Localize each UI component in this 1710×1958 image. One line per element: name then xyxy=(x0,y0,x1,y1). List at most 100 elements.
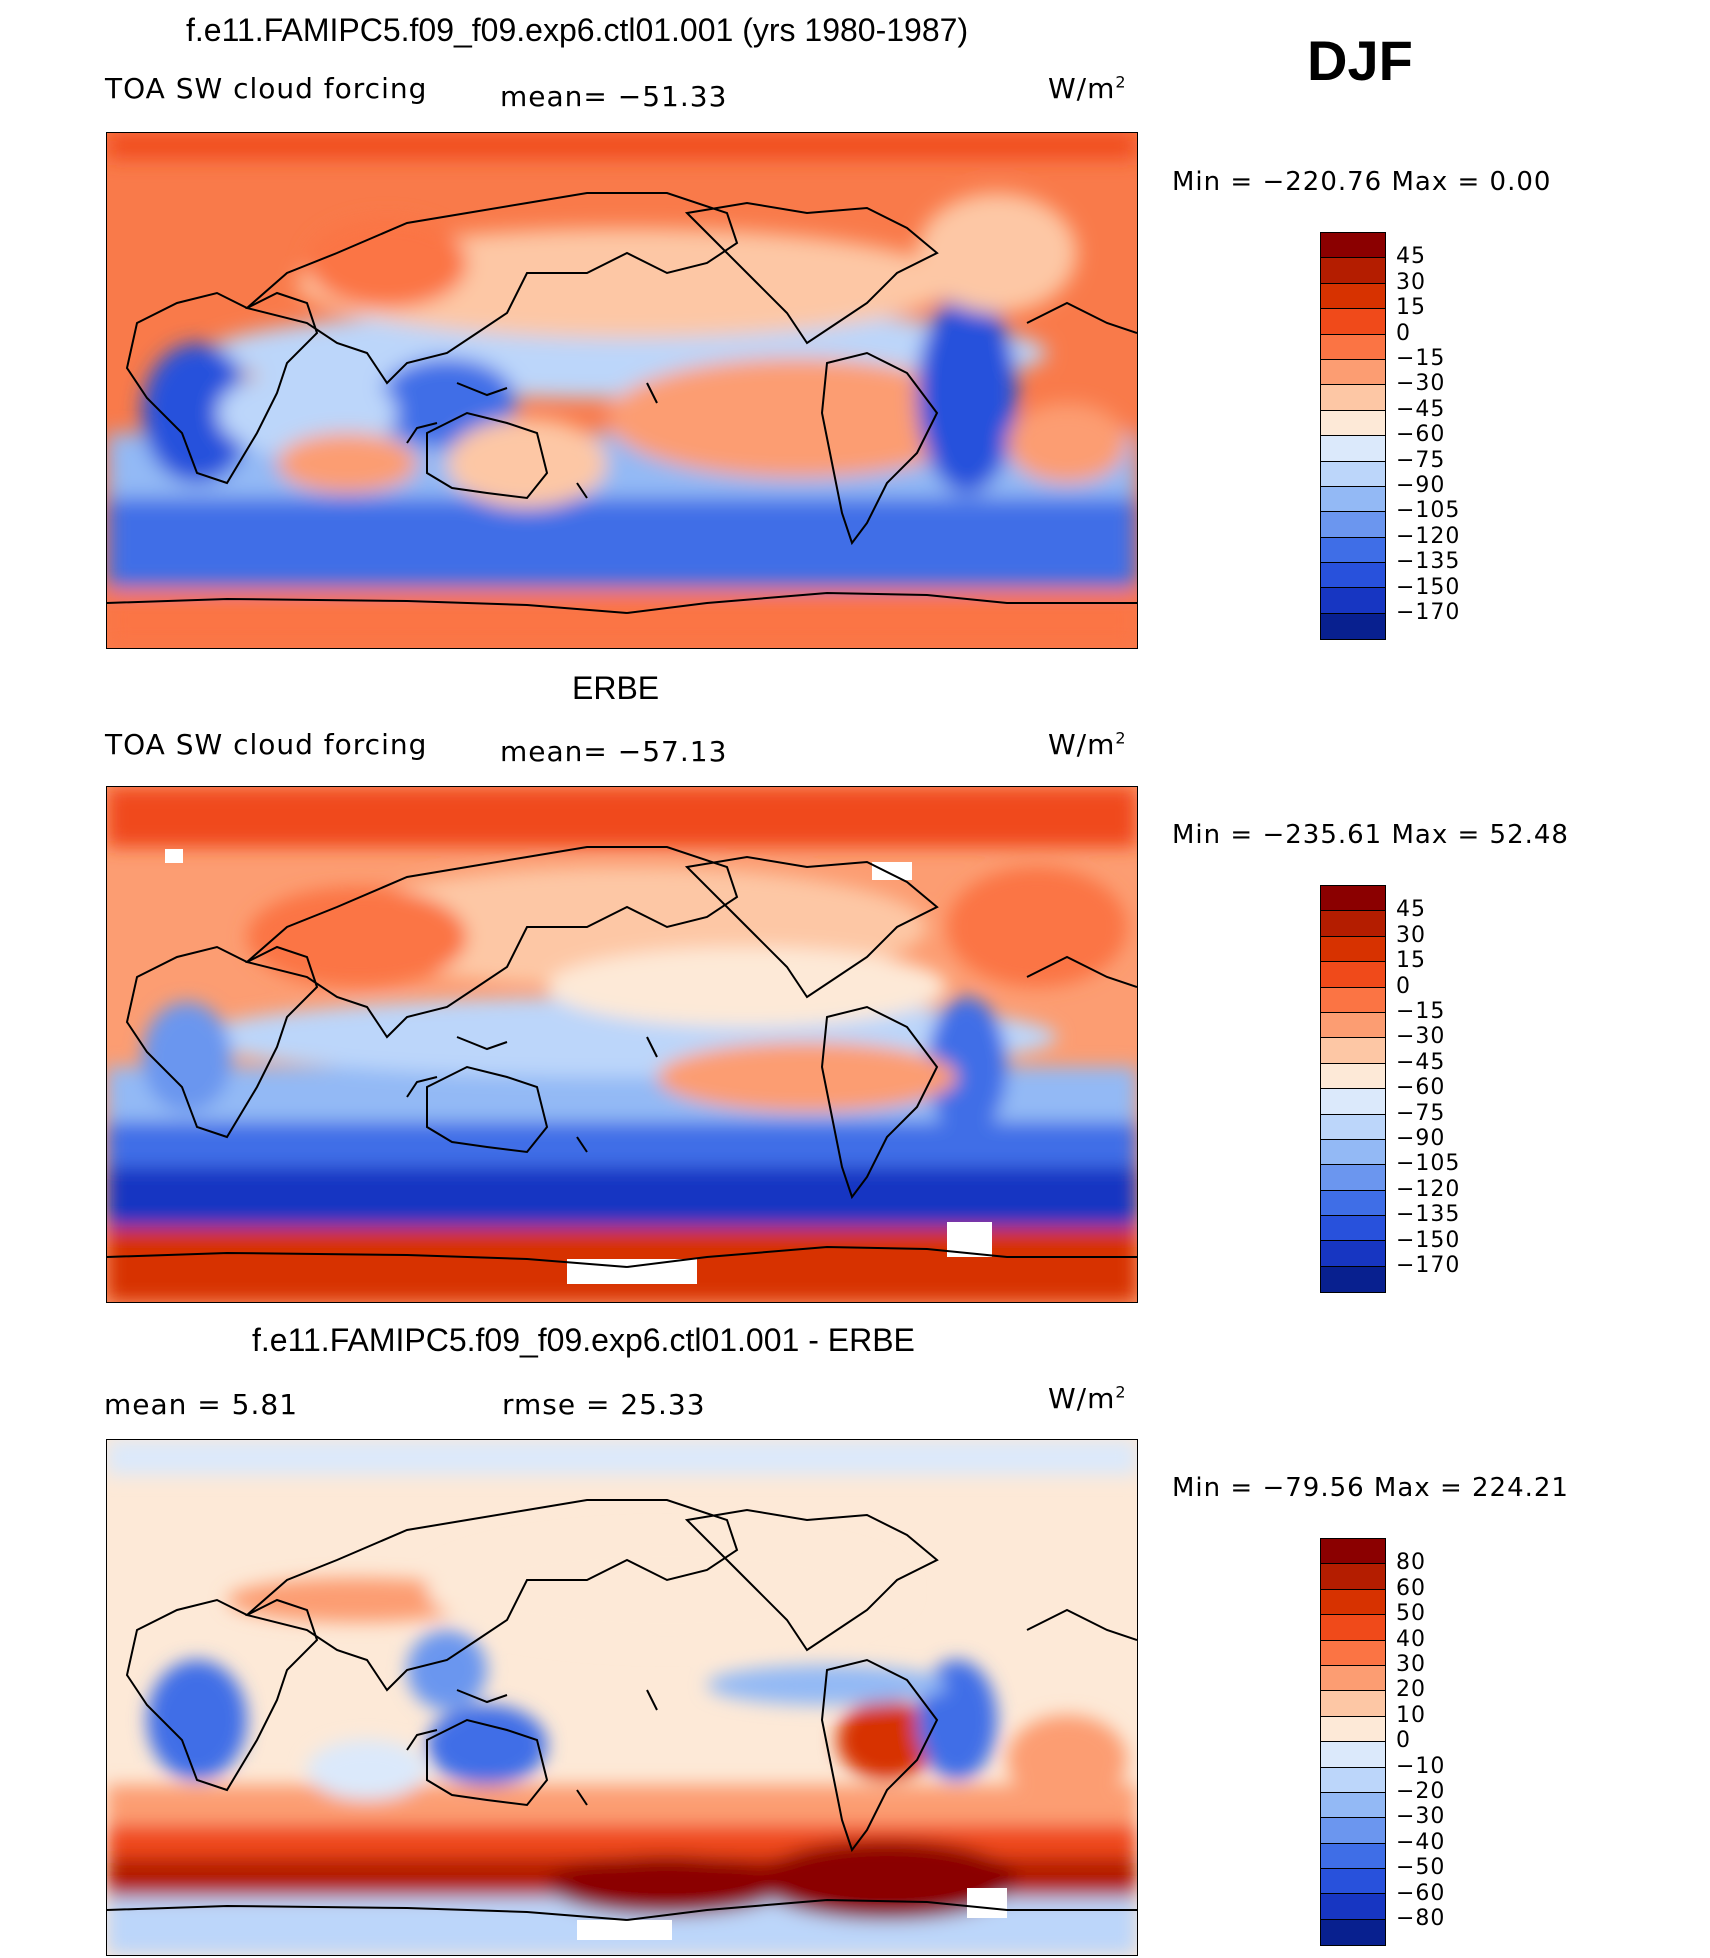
season-label: DJF xyxy=(1307,29,1413,92)
colorbar-tick-label: −90 xyxy=(1396,1126,1446,1151)
colorbar-tick-label: −60 xyxy=(1396,1880,1446,1906)
panel3-title: f.e11.FAMIPC5.f09_f09.exp6.ctl01.001 - E… xyxy=(252,1322,915,1358)
colorbar-tick-label: 0 xyxy=(1396,1728,1411,1754)
colorbar-tick-label: 15 xyxy=(1396,948,1426,974)
colorbar-tick-label: 80 xyxy=(1396,1550,1426,1576)
panel2-variable-label: TOA SW cloud forcing xyxy=(105,728,428,761)
panel2-units: W/m2 xyxy=(1048,728,1127,761)
colorbar-segment xyxy=(1321,1818,1385,1844)
colorbar-tick-label: −15 xyxy=(1396,999,1446,1024)
colorbar-segment xyxy=(1321,258,1385,284)
colorbar-tick-label: −45 xyxy=(1396,1049,1446,1075)
colorbar-tick-label: −20 xyxy=(1396,1779,1446,1804)
colorbar-segment xyxy=(1321,563,1385,589)
colorbar-tick-label: −120 xyxy=(1396,1176,1461,1202)
colorbar-segment xyxy=(1321,1038,1385,1064)
colorbar-segment xyxy=(1321,436,1385,462)
colorbar-segment xyxy=(1321,987,1385,1013)
colorbar-segment xyxy=(1321,1894,1385,1920)
colorbar-segment xyxy=(1321,385,1385,411)
colorbar-tick-label: −30 xyxy=(1396,1024,1446,1050)
colorbar-segment xyxy=(1321,1190,1385,1217)
colorbar-segment xyxy=(1321,359,1385,386)
panel1-minmax: Min = −220.76 Max = 0.00 xyxy=(1172,167,1552,197)
colorbar-tick-label: −90 xyxy=(1396,473,1446,498)
colorbar-segment xyxy=(1321,1216,1385,1242)
colorbar-tick-label: 40 xyxy=(1396,1626,1426,1652)
colorbar-segment xyxy=(1321,936,1385,963)
panel1-title: f.e11.FAMIPC5.f09_f09.exp6.ctl01.001 (yr… xyxy=(186,12,969,48)
colorbar-tick-label: −45 xyxy=(1396,396,1446,422)
colorbar-tick-label: −105 xyxy=(1396,498,1461,524)
panel3-mean: mean = 5.81 xyxy=(104,1388,299,1421)
colorbar-segment xyxy=(1321,1241,1385,1267)
colorbar-tick-label: −75 xyxy=(1396,1100,1446,1126)
colorbar-segment xyxy=(1321,512,1385,538)
colorbar-segment xyxy=(1321,309,1385,335)
colorbar-tick-label: 0 xyxy=(1396,973,1411,999)
colorbar-tick-label: 30 xyxy=(1396,1652,1426,1677)
colorbar-segment xyxy=(1321,1691,1385,1717)
panel1-colorbar xyxy=(1320,232,1386,641)
colorbar-tick-label: 60 xyxy=(1396,1575,1426,1601)
colorbar-segment xyxy=(1321,1589,1385,1616)
colorbar-segment xyxy=(1321,1266,1385,1293)
colorbar-tick-label: −60 xyxy=(1396,1075,1446,1101)
colorbar-tick-label: 10 xyxy=(1396,1702,1426,1728)
colorbar-segment xyxy=(1321,962,1385,988)
colorbar-segment xyxy=(1321,461,1385,487)
colorbar-tick-label: −105 xyxy=(1396,1151,1461,1177)
colorbar-tick-label: −30 xyxy=(1396,371,1446,397)
colorbar-tick-label: −150 xyxy=(1396,574,1461,600)
colorbar-tick-label: −40 xyxy=(1396,1829,1446,1855)
colorbar-tick-label: 15 xyxy=(1396,295,1426,321)
colorbar-segment xyxy=(1321,486,1385,513)
panel1-units: W/m2 xyxy=(1048,72,1127,105)
colorbar-tick-label: 45 xyxy=(1396,897,1426,923)
colorbar-segment xyxy=(1321,1767,1385,1793)
colorbar-segment xyxy=(1321,283,1385,310)
panel1-model-map xyxy=(106,132,1138,649)
colorbar-tick-label: −120 xyxy=(1396,523,1461,549)
panel2-title: ERBE xyxy=(572,670,660,706)
colorbar-tick-label: 20 xyxy=(1396,1677,1426,1703)
colorbar-tick-label: −135 xyxy=(1396,549,1461,575)
colorbar-segment xyxy=(1321,1615,1385,1641)
colorbar-segment xyxy=(1321,588,1385,614)
colorbar-segment xyxy=(1321,1640,1385,1666)
colorbar-segment xyxy=(1321,1012,1385,1039)
colorbar-segment xyxy=(1321,1665,1385,1692)
colorbar-tick-label: −10 xyxy=(1396,1753,1446,1779)
colorbar-segment xyxy=(1321,1063,1385,1090)
colorbar-tick-label: −15 xyxy=(1396,346,1446,371)
colorbar-tick-label: −150 xyxy=(1396,1227,1461,1253)
colorbar-segment xyxy=(1321,1089,1385,1115)
colorbar-tick-label: 50 xyxy=(1396,1601,1426,1627)
colorbar-segment xyxy=(1321,233,1385,259)
panel2-mean: mean= −57.13 xyxy=(500,735,728,768)
colorbar-segment xyxy=(1321,1165,1385,1191)
colorbar-tick-label: −170 xyxy=(1396,1253,1461,1278)
colorbar-tick-label: −50 xyxy=(1396,1855,1446,1881)
colorbar-segment xyxy=(1321,911,1385,937)
colorbar-tick-label: −30 xyxy=(1396,1804,1446,1830)
colorbar-tick-label: 30 xyxy=(1396,922,1426,948)
panel3-rmse: rmse = 25.33 xyxy=(502,1388,706,1421)
colorbar-tick-label: −80 xyxy=(1396,1906,1446,1931)
colorbar-segment xyxy=(1321,1919,1385,1946)
colorbar-tick-label: −135 xyxy=(1396,1202,1461,1228)
panel3-units: W/m2 xyxy=(1048,1382,1127,1415)
colorbar-segment xyxy=(1321,1742,1385,1768)
panel3-difference-map xyxy=(106,1439,1138,1956)
colorbar-segment xyxy=(1321,537,1385,564)
colorbar-segment xyxy=(1321,1539,1385,1565)
colorbar-tick-label: −170 xyxy=(1396,600,1461,625)
panel2-erbe-map xyxy=(106,786,1138,1303)
colorbar-segment xyxy=(1321,1869,1385,1895)
colorbar-segment xyxy=(1321,1792,1385,1819)
panel2-minmax: Min = −235.61 Max = 52.48 xyxy=(1172,820,1569,850)
panel3-colorbar xyxy=(1320,1538,1386,1947)
panel2-colorbar xyxy=(1320,885,1386,1294)
colorbar-segment xyxy=(1321,334,1385,360)
colorbar-tick-label: 0 xyxy=(1396,320,1411,346)
